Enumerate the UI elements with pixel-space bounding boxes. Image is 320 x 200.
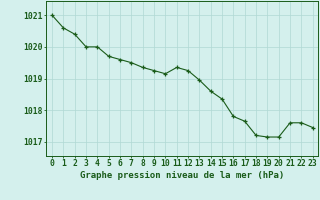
X-axis label: Graphe pression niveau de la mer (hPa): Graphe pression niveau de la mer (hPa) [80, 171, 284, 180]
